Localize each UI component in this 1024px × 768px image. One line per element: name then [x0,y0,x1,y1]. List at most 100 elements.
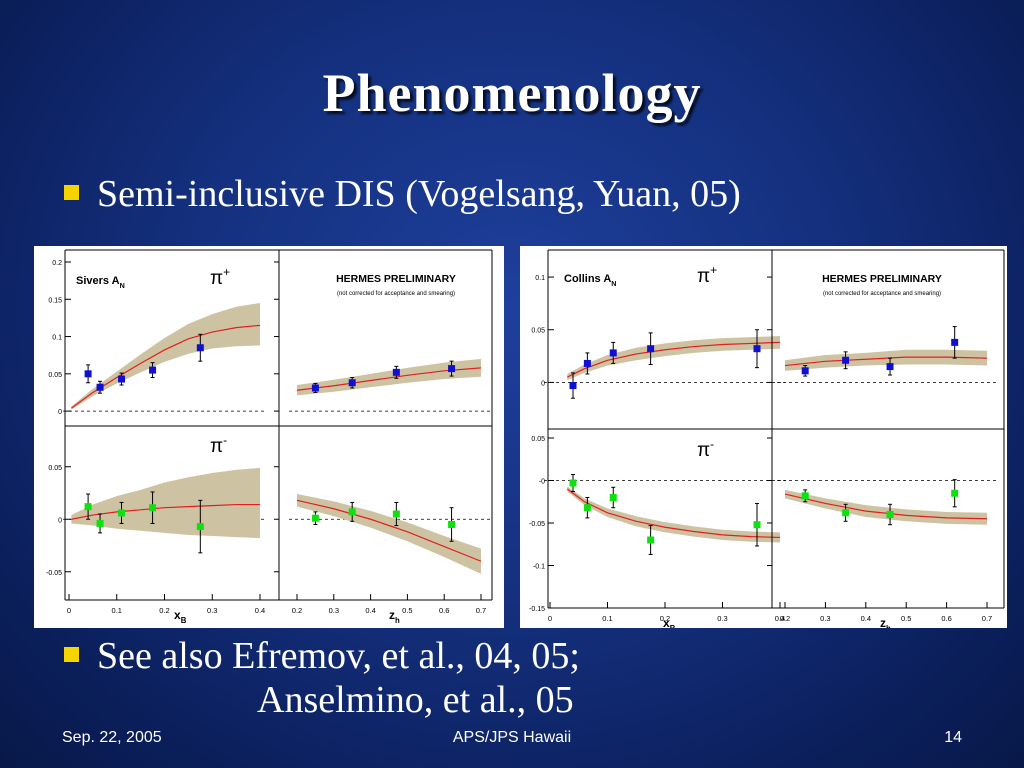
data-point [311,384,319,392]
data-point [448,521,456,528]
x-tick-label: 0.6 [439,606,449,615]
data-point [886,363,894,371]
data-point [118,375,126,383]
x-tick-label: 0.4 [861,614,871,623]
hermes-label: HERMES PRELIMINARY [822,273,942,285]
y-tick-label: -0 [539,479,545,486]
slide-title: Phenomenology [322,63,702,123]
x-tick-label: 0.4 [365,606,375,615]
y-tick-label: 0 [58,517,62,524]
bullet-square-icon [64,647,79,662]
x-tick-label: 0.3 [717,614,727,623]
footer-event: APS/JPS Hawaii [452,729,572,746]
hermes-label: HERMES PRELIMINARY [336,273,456,285]
data-point [951,338,959,346]
data-point [842,356,850,364]
panel-label: Sivers AN [76,275,125,290]
data-point [647,536,655,544]
x-tick-label: 0.2 [660,614,670,623]
uncertainty-band [785,349,987,371]
x-axis-label: xB [663,616,676,628]
uncertainty-band [785,489,987,525]
data-point [842,509,850,517]
theory-curve [784,356,988,367]
x-tick-label: 0.2 [159,606,169,615]
y-tick-label: 0.1 [535,275,545,282]
data-point [311,514,319,522]
y-tick-label: 0.15 [48,297,62,304]
data-point [886,511,894,518]
x-tick-label: 0.7 [982,614,992,623]
y-tick-label: 0 [541,380,545,387]
pion-label: π+ [697,263,717,287]
data-point [196,523,204,531]
data-point [801,492,809,500]
sivers-plot-panel: 0 0.05 0.1 0.15 0.2 -0.05 0 0.05 0 0.1 0.2 0.3 0.4 0.… [34,246,504,628]
z-axis-label: zh [880,616,891,628]
y-tick-label: 0.05 [531,328,545,335]
data-point [609,349,617,357]
y-tick-label: -0.05 [46,570,62,577]
uncertainty-band [297,494,481,574]
pion-label: π- [210,433,227,457]
y-tick-label: 0.1 [52,335,62,342]
theory-curve [784,493,988,520]
data-point [753,345,761,353]
data-point [149,366,157,374]
y-tick-label: -0.1 [533,564,545,571]
uncertainty-band [71,467,260,539]
y-tick-label: -0.05 [529,521,545,528]
data-point [801,367,809,375]
x-tick-label: 0.2 [292,606,302,615]
x-tick-label: 0.1 [112,606,122,615]
data-point [118,509,126,517]
x-tick-label: 0.2 [780,614,790,623]
collins-plot: 0 0.05 0.1 -0.15 -0.1 -0.05 -0 0.05 0 0.1 0.2 0.3 0.… [529,249,1005,628]
pion-label: π- [697,437,714,461]
bullet-text-continuation: Anselmino, et al., 05 [257,679,574,721]
bullet-square-icon [64,185,79,200]
data-point [348,508,356,516]
collins-plot-panel: 0 0.05 0.1 -0.15 -0.1 -0.05 -0 0.05 0 0.1 0.2 0.3 0.… [520,246,1007,628]
y-tick-label: 0.05 [48,465,62,472]
data-point [348,379,356,387]
theory-curve [296,499,482,562]
bullet-text: See also Efremov, et al., 04, 05; [97,635,580,677]
theory-curve [566,341,781,378]
data-point [583,504,591,512]
data-point [448,365,456,373]
x-tick-label: 0.3 [329,606,339,615]
data-point [569,479,577,487]
uncertainty-band [297,358,481,396]
hermes-note: (not corrected for acceptance and smeari… [337,291,455,297]
pion-label: π+ [210,265,230,289]
x-tick-label: 0.5 [402,606,412,615]
data-point [84,503,92,511]
bullet-semi-inclusive-dis: Semi-inclusive DIS (Vogelsang, Yuan, 05) [64,172,741,216]
y-tick-label: 0.05 [48,372,62,379]
x-axis-label: xB [174,608,187,625]
x-tick-label: 0.5 [901,614,911,623]
footer-date: Sep. 22, 2005 [62,729,162,746]
data-point [392,368,400,376]
sivers-plot: 0 0.05 0.1 0.15 0.2 -0.05 0 0.05 0 0.1 0.2 0.3 0.4 0.… [46,249,493,625]
x-tick-label: 0.4 [255,606,265,615]
z-axis-label: zh [389,608,400,625]
data-point [96,383,104,391]
data-point [569,382,577,390]
y-tick-label: 0.2 [52,260,62,267]
data-point [96,519,104,527]
panel-label: Collins AN [564,273,616,288]
theory-curve [566,488,781,539]
data-point [196,344,204,352]
x-tick-label: 0 [67,606,71,615]
x-tick-label: 0.4 [775,614,785,623]
data-point [609,494,617,501]
uncertainty-band [71,303,260,410]
data-point [647,345,655,353]
data-point [392,510,400,518]
data-point [951,489,959,497]
y-tick-label: 0 [58,409,62,416]
data-point [753,521,761,529]
x-tick-label: 0.3 [207,606,217,615]
